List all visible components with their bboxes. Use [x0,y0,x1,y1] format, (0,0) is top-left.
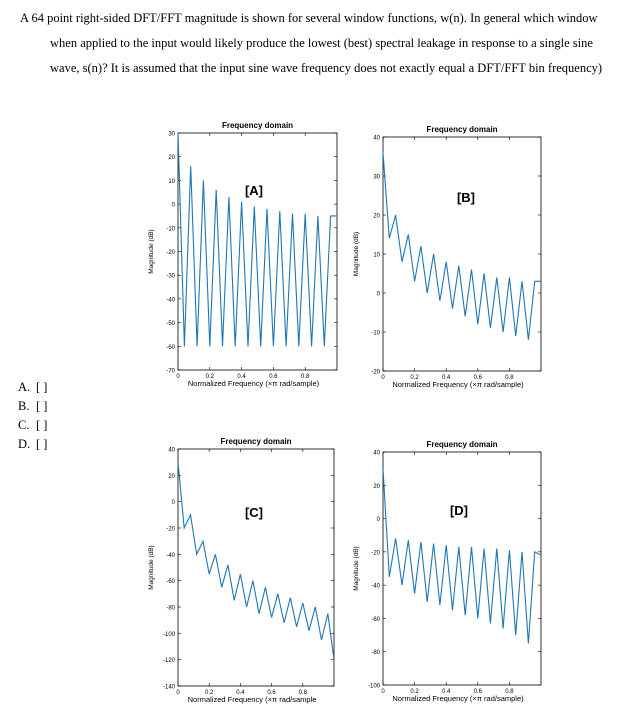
plot-frame [177,132,338,371]
x-tick-label: 0 [381,375,385,381]
y-tick-label: 40 [168,448,175,454]
y-tick-label: -10 [371,331,380,337]
y-tick-label: -40 [371,584,380,590]
x-tick-label: 0.4 [237,374,246,380]
x-tick-label: 0.2 [410,375,419,381]
x-axis-label: Normalized Frequency (×π rad/sample) [392,694,524,703]
x-axis-label: Normalized Frequency (×π rad/sample) [188,379,320,388]
annotation: [C] [245,505,263,520]
y-tick-label: -140 [163,685,176,691]
x-axis-label: Normalized Frequency (×π rad/sample [188,695,317,704]
option[interactable]: C. [ ] [18,416,47,435]
plot-frame [382,136,542,372]
y-tick-label: -120 [163,658,176,664]
y-tick-label: 0 [377,517,381,523]
y-tick-label: -80 [371,650,380,656]
y-tick-label: -50 [166,321,175,327]
spectrum-line [177,462,335,660]
x-axis-label: Normalized Frequency (×π rad/sample) [392,380,524,389]
spectrum-line [177,132,337,347]
y-tick-label: -40 [166,553,175,559]
option[interactable]: D. [ ] [18,435,47,454]
x-tick-label: 0 [176,374,180,380]
option-box: [ ] [36,437,48,451]
spectrum-line [382,152,541,340]
options: A. [ ] B. [ ] C. [ ] D. [ ] [18,378,47,454]
x-tick-label: 0.4 [442,375,451,381]
option-box: [ ] [36,380,48,394]
y-axis-label: Magnitude (dB) [148,545,155,589]
x-tick-label: 0 [176,690,180,696]
option-letter: D. [18,437,31,451]
chart-title: Frequency domain [220,437,291,446]
x-tick-label: 0.2 [410,689,419,695]
annotation: [A] [245,183,263,198]
y-axis-label: Magnitude (dB) [353,546,360,590]
y-tick-label: -20 [371,550,380,556]
y-tick-label: 30 [373,175,380,181]
y-tick-label: 10 [168,179,175,185]
y-tick-label: 20 [373,214,380,220]
x-tick-label: 0.8 [505,375,514,381]
y-tick-label: 30 [168,132,175,138]
x-tick-label: 0.4 [442,689,451,695]
x-tick-label: 0.8 [505,689,514,695]
y-tick-label: -20 [371,370,380,376]
y-tick-label: -20 [166,527,175,533]
y-tick-label: -60 [166,579,175,585]
x-tick-label: 0.8 [299,690,308,696]
y-tick-label: -20 [166,250,175,256]
annotation: [D] [450,503,468,518]
chart-title: Frequency domain [426,125,497,134]
y-tick-label: -100 [163,632,176,638]
x-tick-label: 0.2 [205,690,214,696]
option-letter: B. [18,399,30,413]
y-tick-label: -60 [371,617,380,623]
y-axis-label: Magnitude (dB) [353,232,360,276]
plot-frame [382,451,542,686]
plot-frame [177,448,335,687]
x-tick-label: 0.6 [474,375,483,381]
option[interactable]: A. [ ] [18,378,47,397]
spectrum-line [382,468,542,644]
option-letter: C. [18,418,30,432]
y-tick-label: 40 [373,451,380,457]
x-tick-label: 0.6 [474,689,483,695]
y-tick-label: -70 [166,369,175,375]
option-box: [ ] [36,418,48,432]
x-tick-label: 0.6 [267,690,276,696]
y-tick-label: 0 [172,500,176,506]
question: A 64 point right-sided DFT/FFT magnitude… [20,11,603,75]
y-tick-label: -40 [166,297,175,303]
x-tick-label: 0.2 [206,374,215,380]
y-tick-label: 0 [172,203,176,209]
y-axis-label: Magnitude (dB) [148,229,155,273]
y-tick-label: 0 [377,292,381,298]
x-tick-label: 0.8 [301,374,310,380]
chart-title: Frequency domain [426,440,497,449]
y-tick-label: -60 [166,345,175,351]
option-letter: A. [18,380,31,394]
chart-title: Frequency domain [222,121,293,130]
option-box: [ ] [36,399,48,413]
y-tick-label: 20 [168,474,175,480]
y-tick-label: 20 [373,484,380,490]
y-tick-label: 20 [168,155,175,161]
x-tick-label: 0 [381,689,385,695]
y-tick-label: -80 [166,606,175,612]
y-tick-label: -100 [368,684,381,690]
y-tick-label: -30 [166,274,175,280]
y-tick-label: -10 [166,226,175,232]
y-tick-label: 10 [373,253,380,259]
annotation: [B] [457,190,475,205]
option[interactable]: B. [ ] [18,397,47,416]
x-tick-label: 0.4 [236,690,245,696]
x-tick-label: 0.6 [269,374,278,380]
y-tick-label: 40 [373,136,380,142]
